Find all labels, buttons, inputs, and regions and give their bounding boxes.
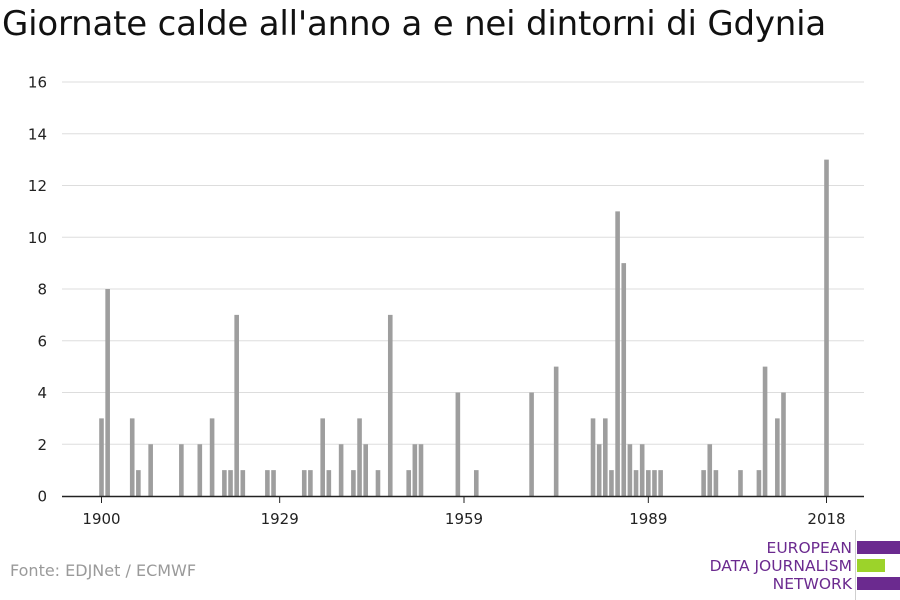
bar-1941 [351, 470, 356, 496]
logo-bar-bottom [857, 577, 900, 590]
bar-1970 [529, 392, 534, 496]
bar-2011 [781, 392, 786, 496]
source-note: Fonte: EDJNet / ECMWF [10, 561, 197, 580]
bar-1986 [627, 444, 633, 496]
y-tick-label-10: 10 [28, 229, 47, 247]
y-tick-label-6: 6 [37, 332, 47, 350]
y-tick-label-2: 2 [37, 436, 47, 454]
x-tick-label-1929: 1929 [261, 510, 299, 528]
bar-1950 [406, 470, 412, 496]
x-tick-label-1989: 1989 [629, 510, 667, 528]
bar-1920 [222, 470, 227, 496]
bar-2007 [756, 470, 762, 496]
bar-1916 [197, 444, 203, 496]
chart-title: Giornate calde all'anno a e nei dintorni… [2, 4, 827, 44]
x-tick-label-1959: 1959 [445, 510, 483, 528]
y-tick-label-0: 0 [37, 488, 47, 506]
logo-divider [855, 530, 856, 600]
bar-1923 [240, 470, 246, 496]
bar-1980 [590, 418, 596, 496]
bar-1945 [375, 470, 381, 496]
bar-2010 [775, 418, 780, 496]
bar-2004 [738, 470, 743, 496]
logo-bar-middle [857, 559, 885, 572]
y-tick-label-16: 16 [28, 74, 47, 92]
bar-chart: 0 2 4 6 8 10 12 14 16 1900 1929 1959 1989 2018 [28, 74, 864, 528]
bar-1987 [633, 470, 639, 496]
bars [99, 159, 829, 496]
bar-1982 [603, 418, 608, 496]
logo-bar-top [857, 541, 900, 554]
bar-1922 [234, 314, 239, 496]
axes: 0 2 4 6 8 10 12 14 16 1900 1929 1959 1989 2018 [28, 74, 864, 528]
bar-1998 [701, 470, 706, 496]
bar-1947 [387, 314, 393, 496]
x-tick-label-1900: 1900 [82, 510, 120, 528]
bar-1933 [301, 470, 307, 496]
x-tick-label-2018: 2018 [807, 510, 845, 528]
bar-1936 [320, 418, 325, 496]
bar-1937 [326, 470, 332, 496]
y-tick-label-8: 8 [37, 281, 47, 299]
logo-line-3: NETWORK [772, 575, 852, 593]
bar-1951 [412, 444, 418, 496]
logo-line-2: DATA JOURNALISM [709, 557, 852, 575]
bar-1990 [652, 470, 657, 496]
bar-1905 [129, 418, 135, 496]
bar-1918 [209, 418, 215, 496]
y-tick-label-12: 12 [28, 177, 47, 195]
bar-1942 [357, 418, 362, 496]
bar-1984 [615, 211, 620, 496]
bar-1989 [646, 470, 651, 496]
bar-1908 [148, 444, 153, 496]
y-tick-label-4: 4 [37, 384, 47, 402]
bar-1928 [271, 470, 276, 496]
logo-line-1: EUROPEAN [766, 539, 852, 557]
bar-1991 [658, 470, 663, 496]
bar-1999 [707, 444, 713, 496]
bar-1961 [473, 470, 479, 496]
bar-1983 [609, 470, 614, 496]
bar-1952 [418, 444, 424, 496]
bar-1906 [136, 470, 141, 496]
bar-1900 [99, 418, 104, 496]
y-tick-label-14: 14 [28, 125, 47, 143]
bar-1913 [179, 444, 184, 496]
bar-1943 [363, 444, 368, 496]
edjnet-logo: EUROPEAN DATA JOURNALISM NETWORK [700, 530, 900, 600]
bar-1901 [105, 289, 110, 496]
bar-1985 [621, 263, 627, 496]
bar-2000 [713, 470, 719, 496]
bar-1974 [553, 366, 559, 496]
bar-2008 [762, 366, 768, 496]
gridlines [62, 81, 864, 445]
bar-1939 [338, 444, 344, 496]
bar-1927 [265, 470, 270, 496]
bar-1981 [596, 444, 602, 496]
bar-1988 [639, 444, 645, 496]
bar-1934 [308, 470, 313, 496]
bar-2018 [824, 159, 829, 496]
bar-1958 [455, 392, 461, 496]
bar-1921 [228, 470, 233, 496]
